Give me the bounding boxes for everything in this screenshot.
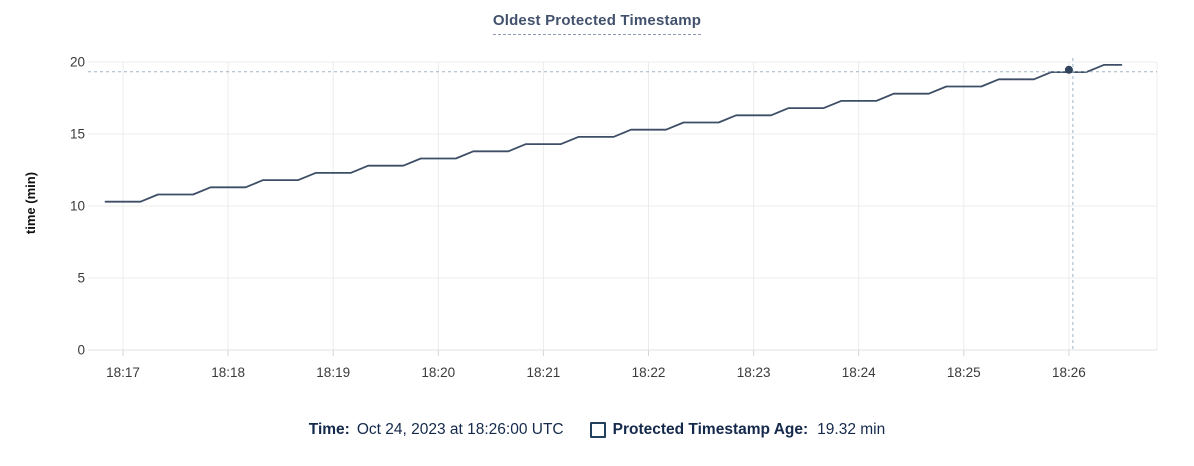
- x-tick-label: 18:21: [527, 365, 561, 380]
- timeseries-chart[interactable]: 0 5 10 15 20 18:17 18:18 18:19 18:20 18:21 18:22 18…: [0, 0, 1194, 400]
- x-tick-label: 18:20: [421, 365, 455, 380]
- x-tick-label: 18:26: [1052, 365, 1086, 380]
- y-tick-label: 10: [70, 199, 85, 214]
- x-tick-label: 18:25: [947, 365, 981, 380]
- hover-legend: Time: Oct 24, 2023 at 18:26:00 UTC Prote…: [0, 420, 1194, 440]
- legend-time-label: Time:: [308, 421, 350, 438]
- chart-title[interactable]: Oldest Protected Timestamp: [492, 12, 702, 35]
- x-tick-label: 18:18: [211, 365, 245, 380]
- y-axis-label: time (min): [23, 171, 38, 235]
- legend-time-value: Oct 24, 2023 at 18:26:00 UTC: [356, 421, 564, 438]
- y-tick-label: 0: [77, 343, 85, 358]
- y-tick-label: 20: [70, 55, 85, 70]
- series-checkbox-icon[interactable]: [589, 422, 606, 438]
- highlighted-point: [1064, 65, 1073, 74]
- y-tick-label: 5: [77, 271, 85, 286]
- series-line: [104, 64, 1123, 203]
- x-tick-label: 18:17: [106, 365, 140, 380]
- legend-series: Protected Timestamp Age: 19.32 min: [589, 420, 886, 440]
- legend-series-label: Protected Timestamp Age:: [612, 421, 809, 438]
- x-tick-label: 18:22: [632, 365, 666, 380]
- x-tick-label: 18:23: [737, 365, 771, 380]
- x-tick-label: 18:24: [842, 365, 876, 380]
- x-tick-label: 18:19: [316, 365, 350, 380]
- chart-header: Oldest Protected Timestamp: [0, 12, 1194, 35]
- legend-series-value: 19.32 min: [817, 421, 886, 438]
- y-tick-label: 15: [70, 127, 85, 142]
